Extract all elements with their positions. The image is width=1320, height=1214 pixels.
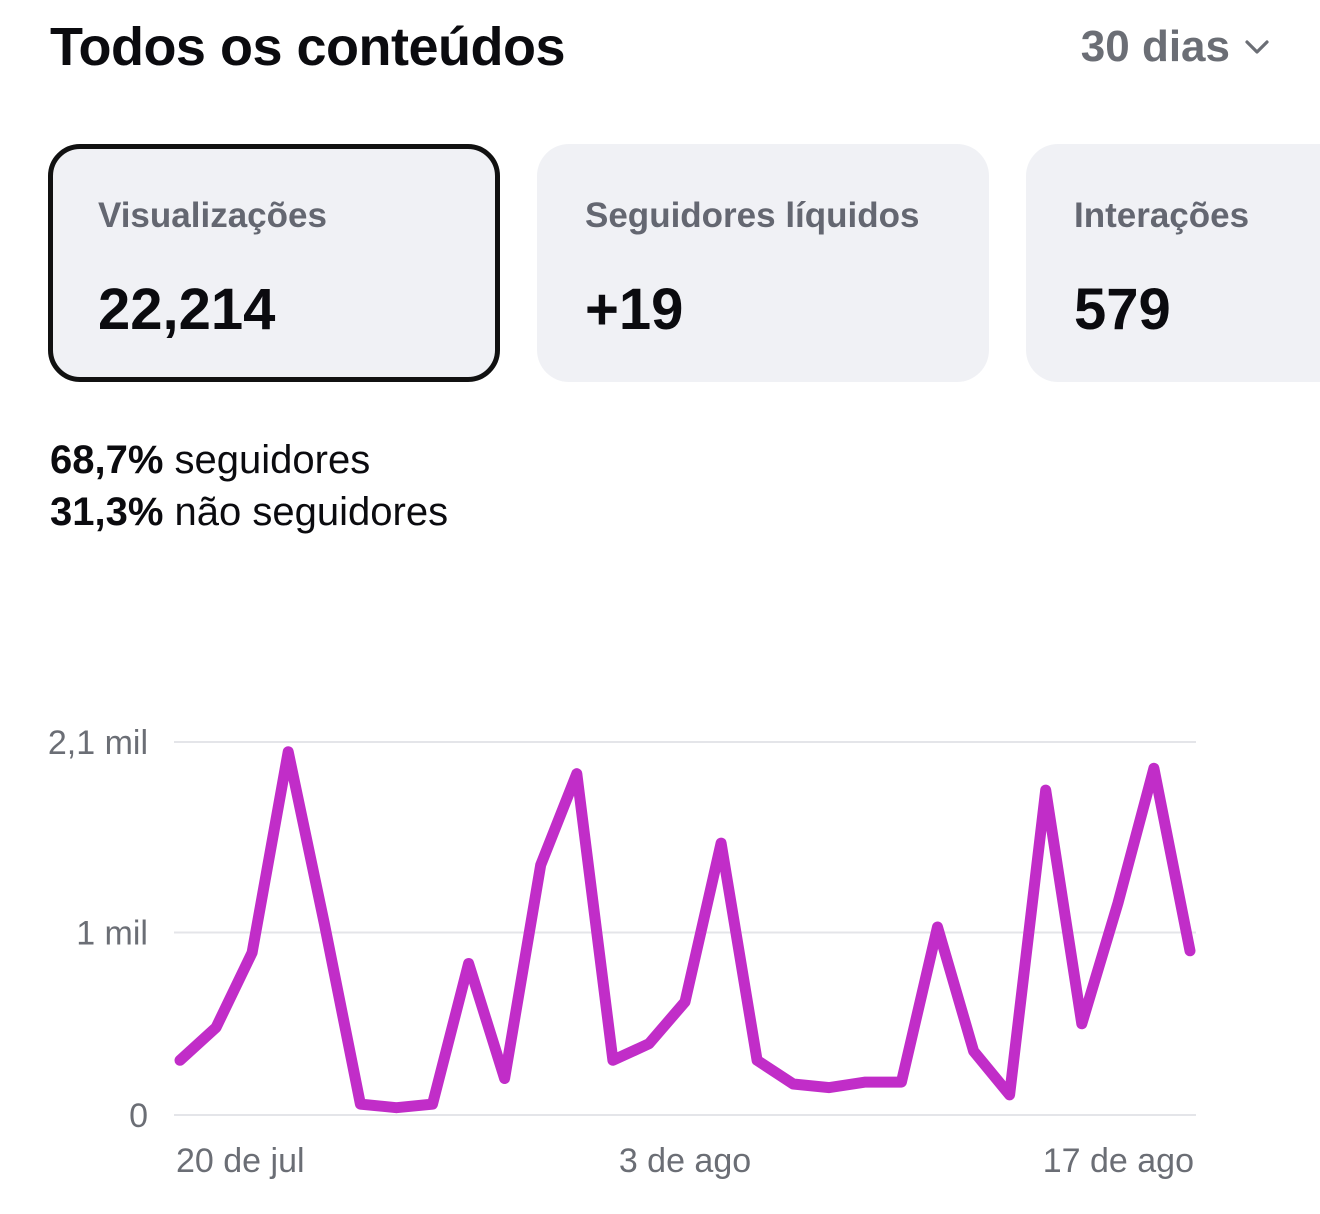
nonfollowers-row: 31,3% não seguidores xyxy=(50,486,448,538)
data-point xyxy=(716,838,726,848)
data-point xyxy=(933,922,943,932)
data-point xyxy=(175,1055,185,1065)
card-net-followers-value: +19 xyxy=(585,277,684,342)
y-tick-label: 2,1 mil xyxy=(48,724,148,762)
data-point xyxy=(644,1039,654,1049)
nonfollowers-label: não seguidores xyxy=(174,490,449,534)
data-point xyxy=(969,1046,979,1056)
card-interactions-value: 579 xyxy=(1074,277,1171,342)
card-net-followers-label: Seguidores líquidos xyxy=(585,196,920,235)
views-line-chart: 0 1 mil 2,1 mil 20 de jul 3 de ago 17 de ago xyxy=(48,724,1196,1180)
data-point xyxy=(788,1079,798,1089)
date-range-label: 30 dias xyxy=(1080,22,1230,71)
data-point xyxy=(824,1083,834,1093)
data-point xyxy=(283,747,293,757)
data-point xyxy=(464,959,474,969)
card-net-followers[interactable]: Seguidores líquidos +19 xyxy=(537,144,989,382)
data-point xyxy=(211,1022,221,1032)
data-point xyxy=(355,1099,365,1109)
card-interactions[interactable]: Interações 579 xyxy=(1026,144,1320,382)
data-point xyxy=(572,769,582,779)
y-tick-label: 1 mil xyxy=(76,915,148,953)
data-point xyxy=(1077,1019,1087,1029)
data-point xyxy=(752,1055,762,1065)
data-point xyxy=(860,1077,870,1087)
data-point xyxy=(247,948,257,958)
views-series-line xyxy=(174,746,1196,1114)
data-point xyxy=(1149,763,1159,773)
nonfollowers-percent: 31,3% xyxy=(50,490,164,534)
followers-percent: 68,7% xyxy=(50,438,164,482)
card-views-label: Visualizações xyxy=(98,196,327,235)
data-point xyxy=(680,997,690,1007)
data-point xyxy=(1005,1090,1015,1100)
header: Todos os conteúdos 30 dias xyxy=(50,14,1270,80)
x-tick-label: 20 de jul xyxy=(176,1142,305,1180)
data-point xyxy=(428,1099,438,1109)
followers-label: seguidores xyxy=(174,438,371,482)
audience-breakdown: 68,7% seguidores 31,3% não seguidores xyxy=(50,434,448,538)
data-point xyxy=(1185,946,1195,956)
card-views-value: 22,214 xyxy=(98,277,276,342)
x-tick-label: 3 de ago xyxy=(619,1142,751,1180)
page-title: Todos os conteúdos xyxy=(50,17,566,77)
date-range-selector[interactable]: 30 dias xyxy=(1081,14,1270,80)
data-point xyxy=(896,1077,906,1087)
x-tick-label: 17 de ago xyxy=(1043,1142,1194,1180)
data-point xyxy=(319,918,329,928)
data-point xyxy=(500,1074,510,1084)
data-point xyxy=(1113,898,1123,908)
chevron-down-icon xyxy=(1245,40,1269,54)
followers-row: 68,7% seguidores xyxy=(50,434,448,486)
views-chart[interactable]: 0 1 mil 2,1 mil 20 de jul 3 de ago 17 de ago xyxy=(0,700,1320,1200)
card-interactions-label: Interações xyxy=(1074,196,1250,235)
data-point xyxy=(608,1055,618,1065)
data-point xyxy=(1041,785,1051,795)
metric-cards: Visualizações 22,214 Seguidores líquidos… xyxy=(48,144,1320,384)
y-tick-label: 0 xyxy=(129,1097,148,1135)
data-point xyxy=(536,860,546,870)
data-point xyxy=(391,1103,401,1113)
card-views[interactable]: Visualizações 22,214 xyxy=(48,144,500,382)
